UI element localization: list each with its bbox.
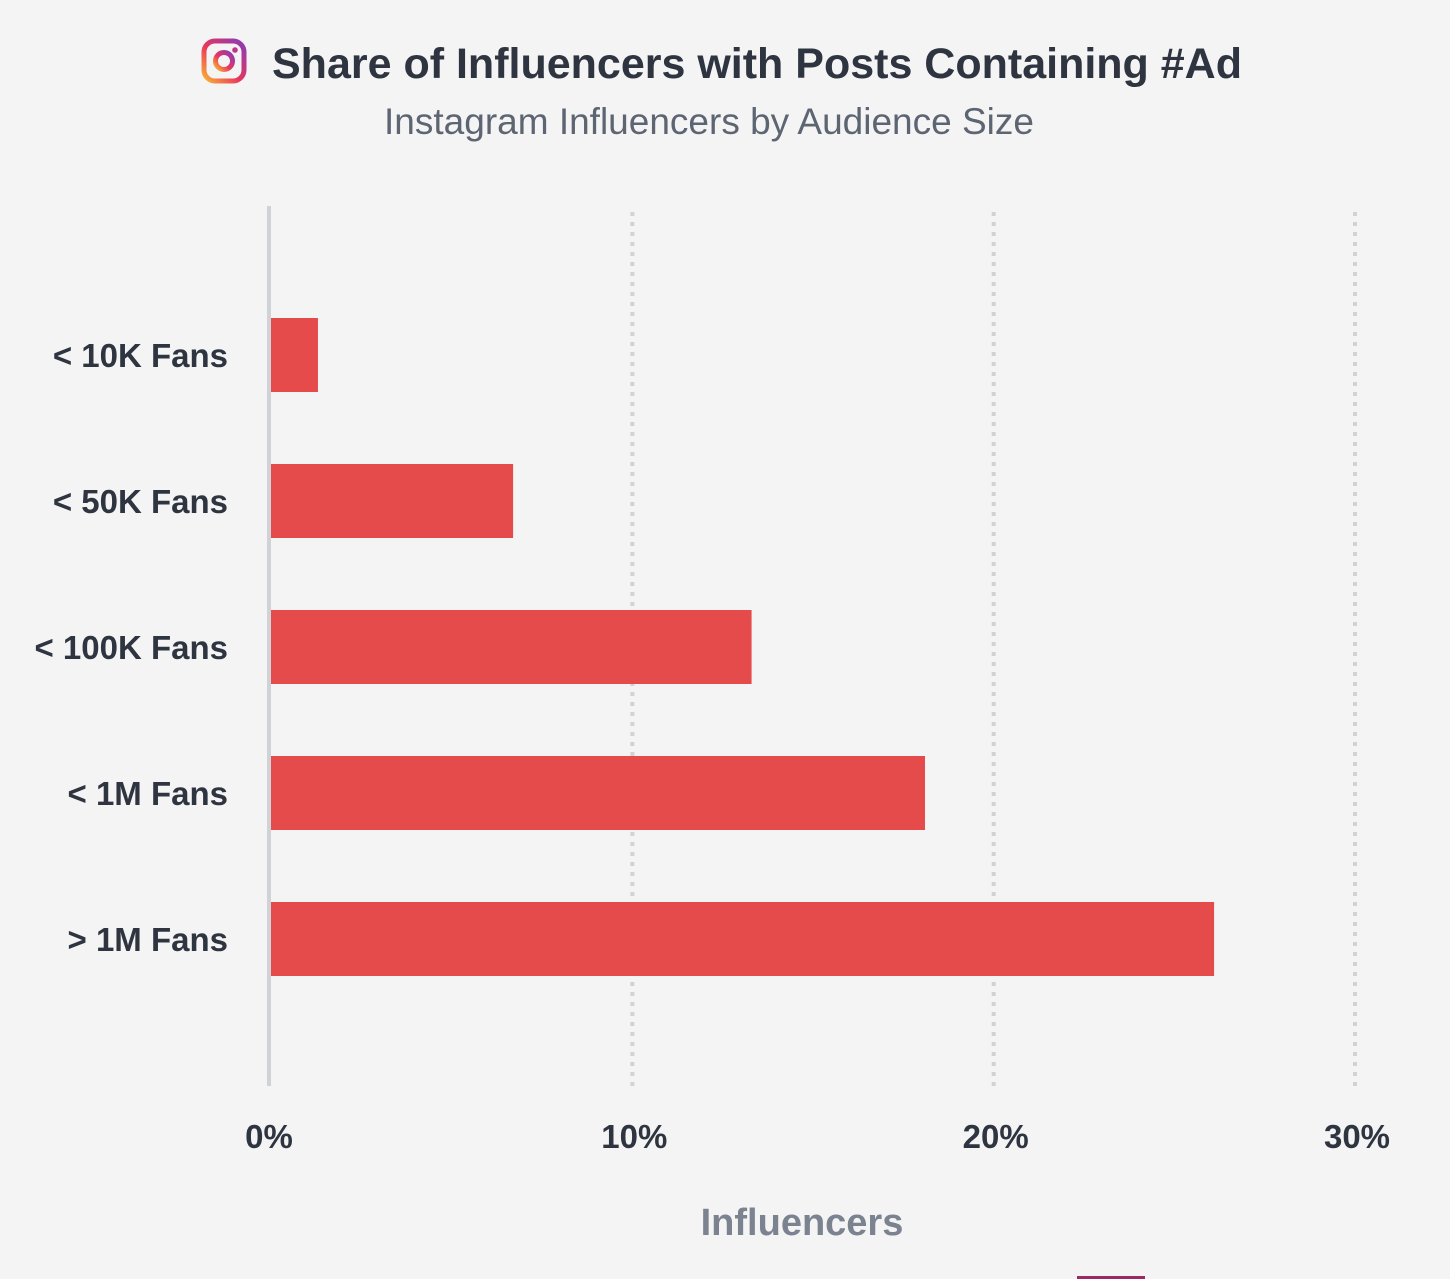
x-tick-label: 10% [601, 1118, 667, 1155]
category-label: < 100K Fans [34, 629, 228, 666]
bar [271, 610, 752, 684]
x-tick-label: 0% [245, 1118, 293, 1155]
bar [271, 902, 1215, 976]
footer-accent [1077, 1276, 1145, 1279]
category-label: < 50K Fans [53, 483, 228, 520]
x-tick-labels: 0% 10% 20% 30% [245, 1118, 1390, 1155]
chart-subtitle: Instagram Influencers by Audience Size [384, 101, 1034, 142]
category-label: < 1M Fans [68, 775, 228, 812]
chart-header: Share of Influencers with Posts Containi… [0, 36, 1450, 92]
category-label: > 1M Fans [68, 921, 228, 958]
bars [271, 318, 1215, 976]
instagram-icon [201, 38, 247, 84]
bar [271, 756, 926, 830]
x-axis-label: Influencers [700, 1202, 904, 1244]
x-tick-label: 20% [963, 1118, 1029, 1155]
bar [271, 464, 514, 538]
x-tick-label: 30% [1324, 1118, 1390, 1155]
bar [271, 318, 318, 392]
category-labels: < 10K Fans < 50K Fans < 100K Fans < 1M Fans… [34, 337, 228, 958]
chart-title: Share of Influencers with Posts Containi… [272, 40, 1242, 88]
category-label: < 10K Fans [53, 337, 228, 374]
